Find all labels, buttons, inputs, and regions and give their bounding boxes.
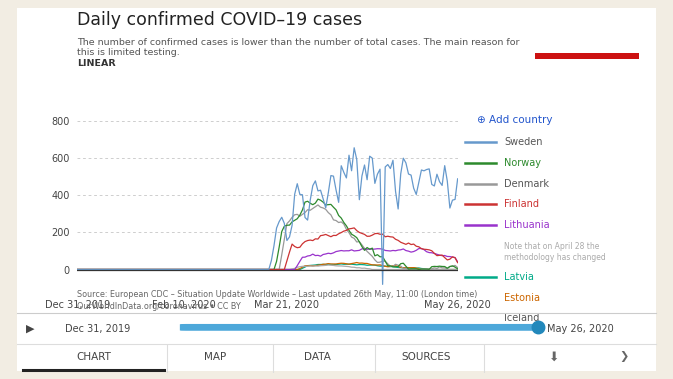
Text: MAP: MAP [204, 352, 226, 362]
Text: Norway: Norway [504, 158, 541, 168]
Text: Note that on April 28 the
methodology has changed: Note that on April 28 the methodology ha… [504, 242, 606, 262]
FancyBboxPatch shape [180, 324, 544, 331]
Text: Our World: Our World [561, 19, 613, 28]
Text: Source: European CDC – Situation Update Worldwide – Last updated 26th May, 11:00: Source: European CDC – Situation Update … [77, 290, 478, 311]
Text: SOURCES: SOURCES [401, 352, 451, 362]
Text: Daily confirmed COVID–19 cases: Daily confirmed COVID–19 cases [77, 11, 363, 29]
Text: Iceland: Iceland [504, 313, 539, 323]
Text: ❯: ❯ [620, 351, 629, 362]
Text: ▶: ▶ [26, 324, 35, 334]
Text: in Data: in Data [569, 34, 606, 43]
Text: Estonia: Estonia [504, 293, 540, 302]
Text: May 26, 2020: May 26, 2020 [547, 324, 614, 334]
Text: ⊕ Add country: ⊕ Add country [476, 115, 552, 125]
Text: LINEAR: LINEAR [77, 60, 116, 68]
Text: Latvia: Latvia [504, 272, 534, 282]
Text: Sweden: Sweden [504, 137, 542, 147]
Text: Lithuania: Lithuania [504, 220, 550, 230]
Text: Dec 31, 2019: Dec 31, 2019 [65, 324, 130, 334]
Text: Finland: Finland [504, 199, 539, 210]
Bar [535, 53, 639, 59]
Text: DATA: DATA [304, 352, 330, 362]
Text: Denmark: Denmark [504, 179, 549, 189]
Text: CHART: CHART [76, 352, 111, 362]
Text: The number of confirmed cases is lower than the number of total cases. The main : The number of confirmed cases is lower t… [77, 39, 520, 47]
Text: this is limited testing.: this is limited testing. [77, 48, 180, 56]
Text: ⬇: ⬇ [548, 350, 559, 363]
